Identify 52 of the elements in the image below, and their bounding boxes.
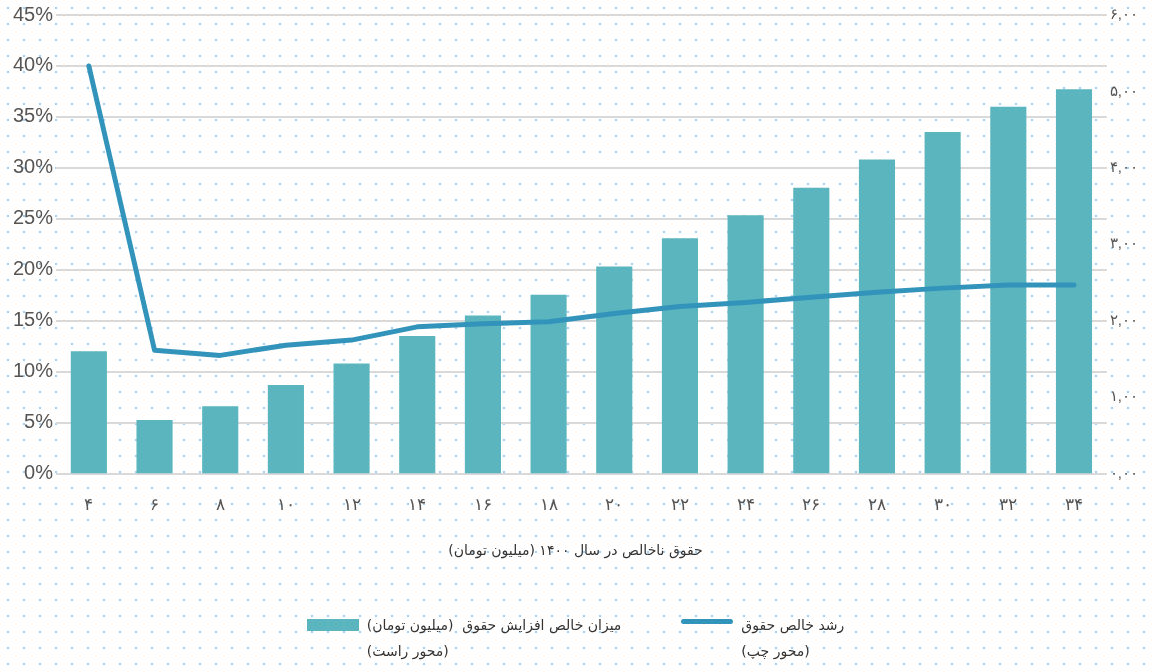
y-tick-label: 25%: [13, 206, 54, 229]
bar: [596, 266, 633, 474]
x-tick-label: ۳۲: [999, 495, 1018, 515]
y2-tick-label: ۶,۰۰: [1109, 5, 1138, 23]
x-tick-label: ۸: [215, 495, 225, 515]
bar: [267, 384, 304, 474]
y-tick-label: 45%: [13, 2, 54, 25]
bar: [530, 294, 567, 474]
x-tick-label: ۱۸: [539, 495, 558, 515]
y2-tick-label: ۵,۰۰: [1109, 81, 1138, 99]
y2-tick-label: ۳,۰۰: [1109, 234, 1138, 252]
bar: [1055, 89, 1093, 474]
y-tick-label: 30%: [13, 155, 54, 178]
y2-tick-label: ۴,۰۰: [1109, 158, 1138, 176]
x-tick-label: ۱۰: [276, 495, 295, 515]
x-tick-label: ۲۴: [736, 495, 755, 515]
x-tick-label: ۲۶: [802, 495, 821, 515]
legend-label: رشد خالص حقوق (محور چپ): [741, 616, 845, 662]
y-tick-label: 15%: [13, 308, 54, 331]
y-tick-label: 40%: [13, 53, 54, 76]
y2-tick-label: ۱,۰۰: [1109, 387, 1138, 405]
y-tick-label: 5%: [24, 410, 54, 433]
x-tick-label: ۳۰: [933, 495, 952, 515]
bar: [727, 215, 764, 474]
y-tick-label: 35%: [13, 104, 54, 127]
legend-label: میزان خالص افزایش حقوق (میلیون تومان) (محور راست): [366, 616, 622, 662]
x-tick-label: ۱۶: [473, 495, 492, 515]
bar: [333, 363, 370, 474]
bar: [464, 315, 501, 474]
y-tick-label: 0%: [24, 461, 54, 484]
x-tick-label: ۲۸: [867, 495, 886, 515]
x-tick-label: ۱۴: [408, 495, 427, 515]
y-tick-label: 20%: [13, 257, 54, 280]
bar: [399, 336, 436, 474]
y2-tick-label: ۲,۰۰: [1109, 310, 1138, 328]
x-tick-label: ۳۴: [1064, 495, 1083, 515]
x-tick-label: ۱۲: [342, 495, 361, 515]
y-tick-label: 10%: [13, 359, 54, 382]
x-tick-label: ۲۰: [605, 495, 624, 515]
bar: [202, 406, 239, 474]
bar: [924, 131, 961, 474]
x-tick-label: ۶: [150, 495, 160, 515]
x-tick-label: ۲۲: [670, 495, 689, 515]
bar: [990, 106, 1027, 474]
bar: [793, 187, 830, 474]
x-axis-title: حقوق ناخالص در سال ۱۴۰۰ (میلیون تومان): [447, 542, 704, 558]
bar: [136, 420, 173, 474]
bar: [858, 159, 896, 474]
bar: [70, 351, 107, 474]
bar: [661, 238, 698, 474]
y2-tick-label: ۰,۰۰: [1109, 463, 1138, 481]
x-tick-label: ۴: [84, 495, 94, 515]
